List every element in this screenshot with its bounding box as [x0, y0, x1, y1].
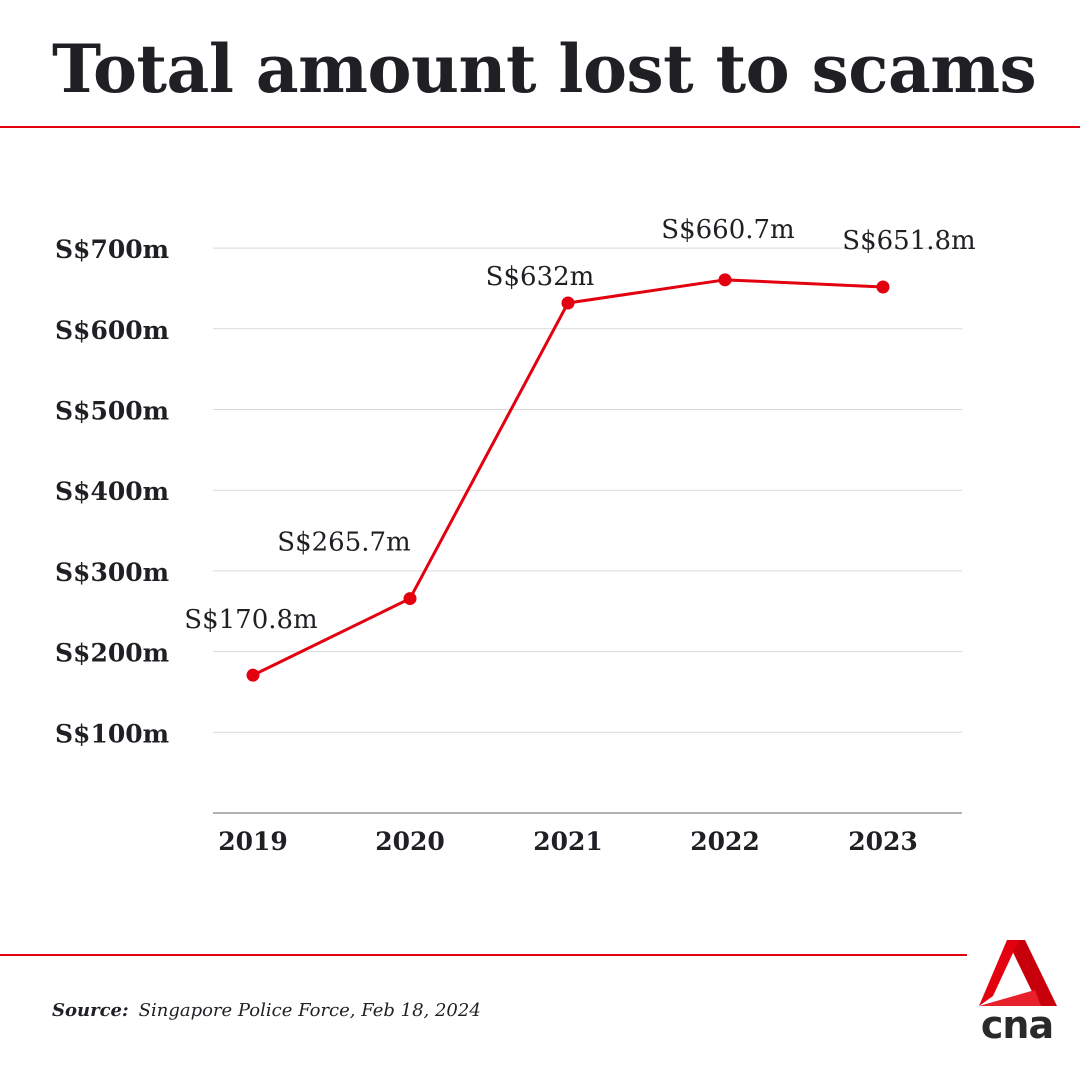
- line-chart: S$100m S$200m S$300m S$400m S$500m S$600m S$70…: [55, 215, 976, 856]
- y-tick-label: S$500m: [55, 397, 169, 426]
- y-tick-label: S$100m: [55, 719, 169, 748]
- data-label: S$170.8m: [184, 605, 317, 635]
- x-tick-label: 2021: [533, 827, 603, 856]
- source-note: Source: Singapore Police Force, Feb 18, 2…: [52, 1000, 481, 1021]
- source-label: Source:: [52, 1000, 129, 1021]
- title-divider: [0, 126, 1080, 128]
- data-point: [718, 273, 732, 287]
- y-tick-label: S$200m: [55, 639, 169, 668]
- data-point: [403, 592, 417, 606]
- data-label: S$651.8m: [842, 226, 975, 256]
- cna-logo: cna: [979, 940, 1057, 1042]
- source-text: Singapore Police Force, Feb 18, 2024: [138, 1000, 481, 1021]
- data-point: [246, 668, 260, 682]
- x-tick-label: 2022: [690, 827, 760, 856]
- series-line: [252, 278, 884, 677]
- x-tick-label: 2023: [848, 827, 918, 856]
- data-label: S$660.7m: [661, 215, 794, 245]
- y-tick-label: S$300m: [55, 558, 169, 587]
- x-tick-label: 2019: [218, 827, 288, 856]
- y-tick-label: S$400m: [55, 477, 169, 506]
- data-label: S$632m: [486, 262, 595, 292]
- svg-text:cna: cna: [981, 1003, 1053, 1042]
- footer-divider: [0, 954, 967, 956]
- y-tick-label: S$700m: [55, 235, 169, 264]
- page-title: Total amount lost to scams: [52, 30, 1037, 108]
- x-tick-label: 2020: [375, 827, 445, 856]
- data-point: [561, 296, 575, 310]
- data-point: [876, 280, 890, 294]
- data-label: S$265.7m: [277, 528, 410, 558]
- y-tick-label: S$600m: [55, 316, 169, 345]
